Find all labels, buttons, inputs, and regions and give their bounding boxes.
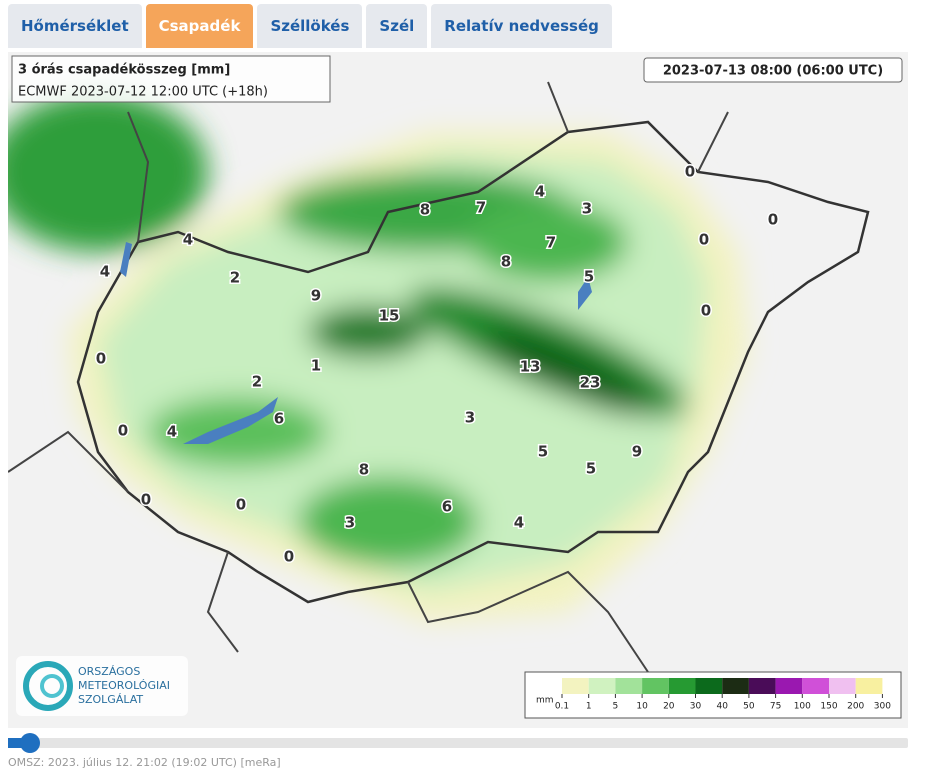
precip-value: 8 bbox=[420, 201, 430, 219]
info-box bbox=[11, 55, 331, 103]
precip-value: 7 bbox=[546, 234, 556, 252]
legend-swatch bbox=[642, 678, 669, 694]
legend-tick-label: 300 bbox=[874, 702, 891, 712]
border bbox=[76, 120, 870, 604]
legend-swatch bbox=[615, 678, 643, 694]
legend-swatch bbox=[829, 678, 856, 694]
precip-value: 5 bbox=[586, 460, 596, 478]
legend-swatch bbox=[775, 678, 803, 694]
legend-tick-label: 100 bbox=[794, 702, 811, 712]
legend-tick-label: 5 bbox=[613, 702, 619, 712]
precip-value: 0 bbox=[96, 350, 106, 368]
precip-value: 3 bbox=[465, 409, 475, 427]
tab[interactable]: Relatív nedvesség bbox=[431, 4, 612, 48]
precip-value: 1 bbox=[311, 357, 321, 375]
valid-time: 2023-07-13 08:00 (06:00 UTC) bbox=[663, 64, 883, 79]
slider-knob[interactable] bbox=[20, 733, 40, 753]
precip-value: 0 bbox=[685, 163, 695, 181]
legend: 0.1 1 5 10 20 30 40 50 75 100 150 200 300 bbox=[555, 678, 891, 712]
precip-value: 0 bbox=[699, 231, 709, 249]
tab-bar: Hőmérséklet Csapadék Széllökés Szél Rela… bbox=[8, 4, 612, 48]
legend-swatch bbox=[722, 678, 749, 694]
legend-tick-label: 200 bbox=[847, 702, 864, 712]
legend-tick-label: 150 bbox=[820, 702, 837, 712]
map-model: ECMWF 2023-07-12 12:00 UTC (+18h) bbox=[18, 85, 268, 100]
precip-value: 3 bbox=[345, 514, 355, 532]
precip-value: 6 bbox=[442, 498, 452, 516]
precip-value: 7 bbox=[476, 199, 486, 217]
precip-value: 9 bbox=[311, 287, 321, 305]
precip-value: 0 bbox=[701, 302, 711, 320]
legend-tick-label: 40 bbox=[716, 702, 728, 712]
legend-swatch bbox=[748, 678, 776, 694]
precip-value: 0 bbox=[768, 211, 778, 229]
tab-active[interactable]: Csapadék bbox=[145, 4, 254, 48]
time-box bbox=[643, 57, 903, 83]
precip-value: 2 bbox=[252, 373, 262, 391]
legend-swatch bbox=[668, 678, 696, 694]
precip-value: 0 bbox=[236, 496, 246, 514]
logo-box bbox=[16, 656, 188, 716]
legend-swatch bbox=[855, 678, 883, 694]
legend-swatch bbox=[695, 678, 723, 694]
tab[interactable]: Szél bbox=[366, 4, 428, 48]
precip-value: 5 bbox=[584, 268, 594, 286]
footer: OMSZ: 2023. július 12. 21:02 (19:02 UTC)… bbox=[8, 756, 281, 769]
precip-value: 2 bbox=[230, 269, 240, 287]
precip-value: 5 bbox=[538, 443, 548, 461]
precip-value: 4 bbox=[100, 263, 110, 281]
precip-value: 15 bbox=[379, 307, 400, 325]
legend-swatch bbox=[588, 678, 616, 694]
slider-fill bbox=[8, 738, 30, 748]
legend-tick-label: 20 bbox=[663, 702, 675, 712]
precip-value: 9 bbox=[632, 443, 642, 461]
value-labels: 8 7 4 3 0 0 4 4 2 7 8 5 0 9 15 0 0 1 13 23 2 6 3 0 4 5 9 5 8 0 0 6 3 4 0 bbox=[94, 161, 779, 567]
time-slider[interactable] bbox=[8, 733, 908, 753]
legend-tick-label: 10 bbox=[636, 702, 648, 712]
precip-value: 4 bbox=[183, 231, 193, 249]
legend-tick-label: 0.1 bbox=[555, 702, 569, 712]
border bbox=[8, 81, 729, 673]
precip-value: 3 bbox=[582, 200, 592, 218]
logo-text: METEOROLÓGIAI bbox=[78, 679, 170, 692]
map-title: 3 órás csapadékösszeg [mm] bbox=[18, 63, 230, 78]
logo-icon bbox=[40, 674, 64, 698]
tab[interactable]: Széllökés bbox=[257, 4, 363, 48]
precip-value: 8 bbox=[501, 253, 511, 271]
legend-unit: mm bbox=[536, 696, 554, 706]
legend-swatch bbox=[802, 678, 829, 694]
legend-tick-label: 30 bbox=[690, 702, 702, 712]
legend-swatch bbox=[562, 678, 589, 694]
legend-tick-label: 75 bbox=[770, 702, 781, 712]
precip-field bbox=[8, 92, 748, 622]
precip-value: 0 bbox=[284, 548, 294, 566]
logo-text: SZOLGÁLAT bbox=[78, 693, 143, 706]
legend-tick-label: 1 bbox=[586, 702, 592, 712]
precip-value: 6 bbox=[274, 410, 284, 428]
precip-value: 8 bbox=[359, 461, 369, 479]
precip-value: 0 bbox=[141, 491, 151, 509]
logo-text: ORSZÁGOS bbox=[78, 665, 140, 678]
precip-value: 4 bbox=[535, 183, 545, 201]
precip-value: 4 bbox=[514, 514, 524, 532]
precip-value: 4 bbox=[167, 423, 177, 441]
precip-value: 23 bbox=[580, 374, 601, 392]
logo-icon bbox=[23, 661, 73, 711]
tab[interactable]: Hőmérséklet bbox=[8, 4, 142, 48]
precip-value: 13 bbox=[520, 358, 541, 376]
legend-tick-label: 50 bbox=[743, 702, 755, 712]
precip-value: 0 bbox=[118, 422, 128, 440]
